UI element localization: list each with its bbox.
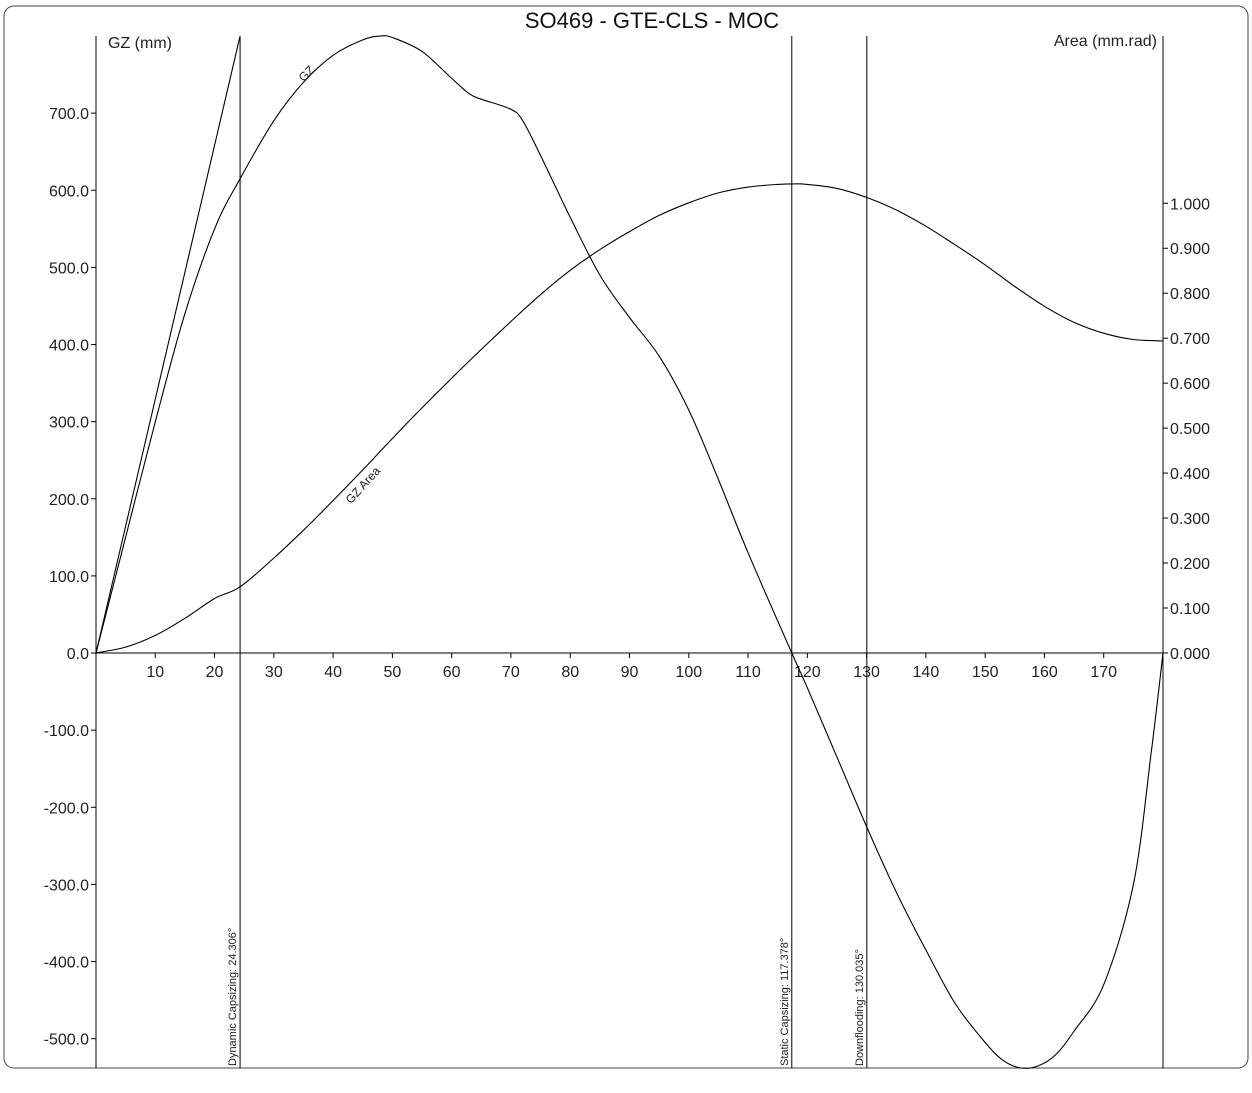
- right-y-tick-label: 0.000: [1170, 646, 1210, 663]
- series-gz-area: [95, 183, 1164, 654]
- right-y-tick-label: 1.000: [1170, 196, 1210, 213]
- x-tick-label: 160: [1031, 664, 1058, 681]
- x-tick-label: 60: [443, 664, 461, 681]
- left-y-tick-label: 100.0: [49, 569, 89, 586]
- curve-label-gz: GZ: [296, 63, 318, 85]
- axes-group: 10 20 30 40 50 60 70 80 90 100 110 120 130 140 150 160 1…: [44, 36, 1210, 1068]
- left-y-tick-label: 300.0: [49, 415, 89, 432]
- left-y-tick-label: -300.0: [44, 877, 89, 894]
- right-y-tick-label: 0.800: [1170, 286, 1210, 303]
- markers-group: Dynamic Capsizing: 24.306° Static Capsizi…: [227, 36, 868, 1068]
- right-y-tick-label: 0.500: [1170, 421, 1210, 438]
- right-y-tick-label: 0.200: [1170, 556, 1210, 573]
- right-y-tick-label: 0.600: [1170, 376, 1210, 393]
- left-axis-title: GZ (mm): [108, 35, 172, 52]
- chart-title: SO469 - GTE-CLS - MOC: [525, 8, 779, 33]
- series-gz: [95, 35, 1164, 1069]
- right-y-tick-label: 0.900: [1170, 241, 1210, 258]
- left-y-tick-label: -200.0: [44, 800, 89, 817]
- x-tick-label: 50: [383, 664, 401, 681]
- left-y-tick-label: 500.0: [49, 260, 89, 277]
- x-tick-label: 40: [324, 664, 342, 681]
- chart-frame: [3, 5, 1249, 1069]
- x-tick-label: 10: [146, 664, 164, 681]
- left-y-tick-label: -500.0: [44, 1032, 89, 1049]
- x-tick-label: 100: [675, 664, 702, 681]
- left-y-tick-label: -100.0: [44, 723, 89, 740]
- x-tick-label: 90: [621, 664, 639, 681]
- x-tick-label: 140: [913, 664, 940, 681]
- left-y-tick-label: -400.0: [44, 955, 89, 972]
- x-tick-label: 120: [794, 664, 821, 681]
- x-tick-label: 20: [206, 664, 224, 681]
- x-tick-label: 110: [735, 664, 761, 681]
- left-y-tick-label: 200.0: [49, 492, 89, 509]
- series-initial-slope-line: [95, 35, 241, 654]
- left-y-tick-label: 700.0: [49, 106, 89, 123]
- left-y-tick-label: 0.0: [67, 646, 89, 663]
- left-y-tick-label: 600.0: [49, 183, 89, 200]
- marker-label: Static Capsizing: 117.378°: [779, 938, 791, 1066]
- x-tick-label: 30: [265, 664, 283, 681]
- left-y-tick-label: 400.0: [49, 338, 89, 355]
- x-tick-label: 70: [502, 664, 520, 681]
- marker-label: Dynamic Capsizing: 24.306°: [227, 928, 239, 1066]
- right-y-tick-label: 0.400: [1170, 466, 1210, 483]
- right-y-tick-label: 0.100: [1170, 601, 1210, 618]
- right-y-tick-label: 0.700: [1170, 331, 1210, 348]
- right-y-tick-label: 0.300: [1170, 511, 1210, 528]
- x-tick-label: 80: [561, 664, 579, 681]
- right-axis-title: Area (mm.rad): [1054, 33, 1157, 50]
- x-tick-label: 170: [1090, 664, 1117, 681]
- x-tick-label: 150: [972, 664, 999, 681]
- marker-label: Downflooding: 130.035°: [854, 949, 866, 1066]
